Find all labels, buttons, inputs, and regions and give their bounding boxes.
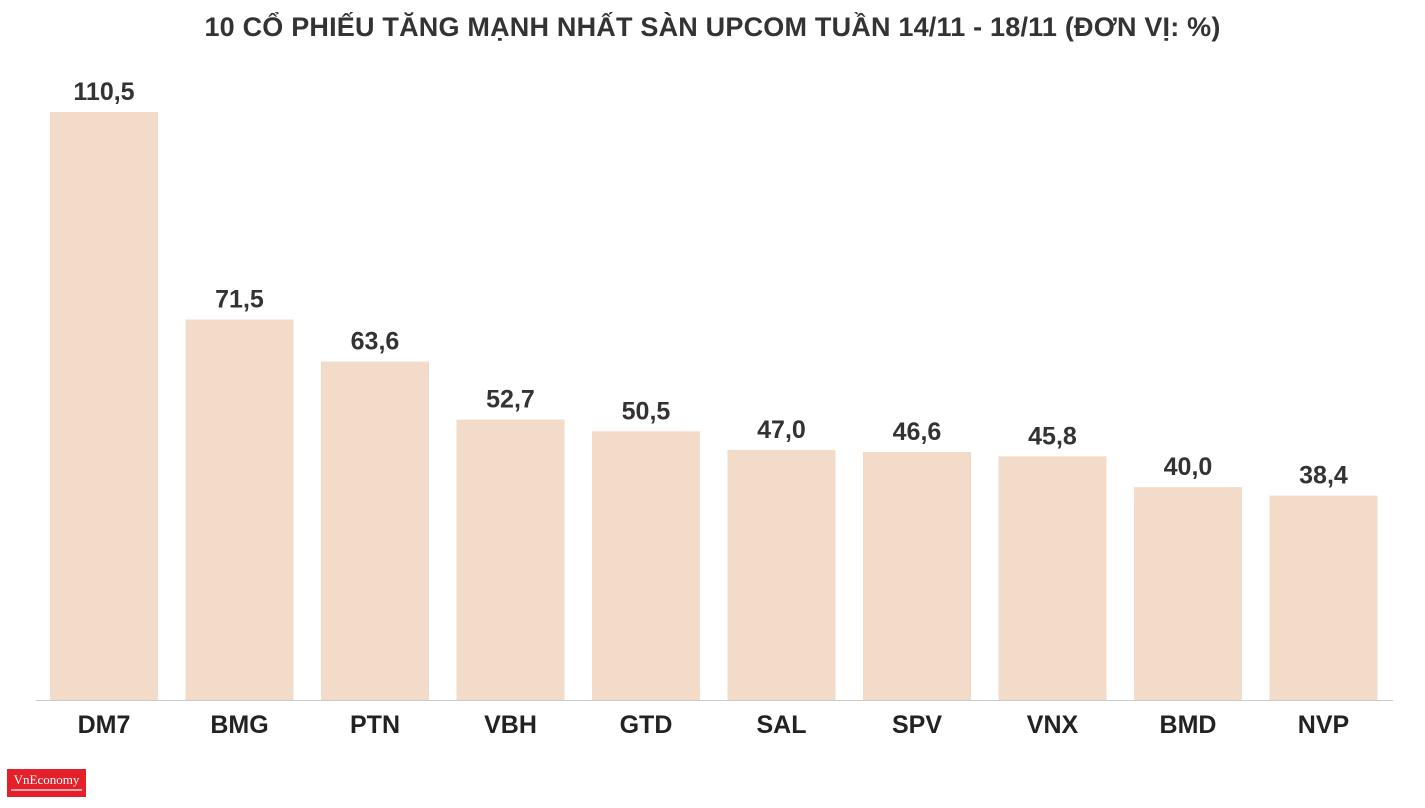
bar-vbh <box>456 419 565 700</box>
value-label-sal: 47,0 <box>757 416 806 444</box>
vneconomy-logo: VnEconomy <box>7 769 86 797</box>
category-label-vbh: VBH <box>484 711 537 739</box>
bar-gtd <box>592 431 700 700</box>
value-label-vbh: 52,7 <box>486 386 535 414</box>
bar-sal <box>727 449 836 700</box>
category-label-gtd: GTD <box>620 711 673 739</box>
category-label-sal: SAL <box>757 711 807 739</box>
category-label-vnx: VNX <box>1027 711 1079 739</box>
value-label-nvp: 38,4 <box>1299 462 1348 490</box>
category-label-bmg: BMG <box>210 711 268 739</box>
logo-underline <box>11 789 82 791</box>
value-label-bmd: 40,0 <box>1164 453 1213 481</box>
value-label-bmg: 71,5 <box>215 286 264 314</box>
value-label-dm7: 110,5 <box>73 78 134 106</box>
bar-spv <box>863 452 971 700</box>
bar-nvp <box>1269 495 1378 700</box>
category-labels-group: DM7 BMG PTN VBH GTD SAL SPV VNX BMD NVP <box>78 711 1350 739</box>
bar-dm7 <box>50 112 158 700</box>
bars-group <box>50 112 1378 700</box>
bar-bmd <box>1134 487 1242 700</box>
category-label-dm7: DM7 <box>78 711 131 739</box>
bar-bmg <box>185 319 294 700</box>
category-label-ptn: PTN <box>350 711 400 739</box>
value-label-ptn: 63,6 <box>351 328 400 356</box>
value-labels-group: 110,5 71,5 63,6 52,7 50,5 47,0 46,6 45,8 40,0 38,… <box>73 78 1348 490</box>
category-label-spv: SPV <box>892 711 942 739</box>
value-label-spv: 46,6 <box>893 418 942 446</box>
category-label-bmd: BMD <box>1160 711 1217 739</box>
bar-ptn <box>321 361 429 700</box>
category-label-nvp: NVP <box>1298 711 1349 739</box>
bar-vnx <box>998 456 1107 700</box>
logo-text: VnEconomy <box>13 772 80 787</box>
value-label-gtd: 50,5 <box>622 397 671 425</box>
value-label-vnx: 45,8 <box>1028 422 1077 450</box>
chart-title: 10 CỔ PHIẾU TĂNG MẠNH NHẤT SÀN UPCOM TUẦ… <box>204 12 1221 42</box>
